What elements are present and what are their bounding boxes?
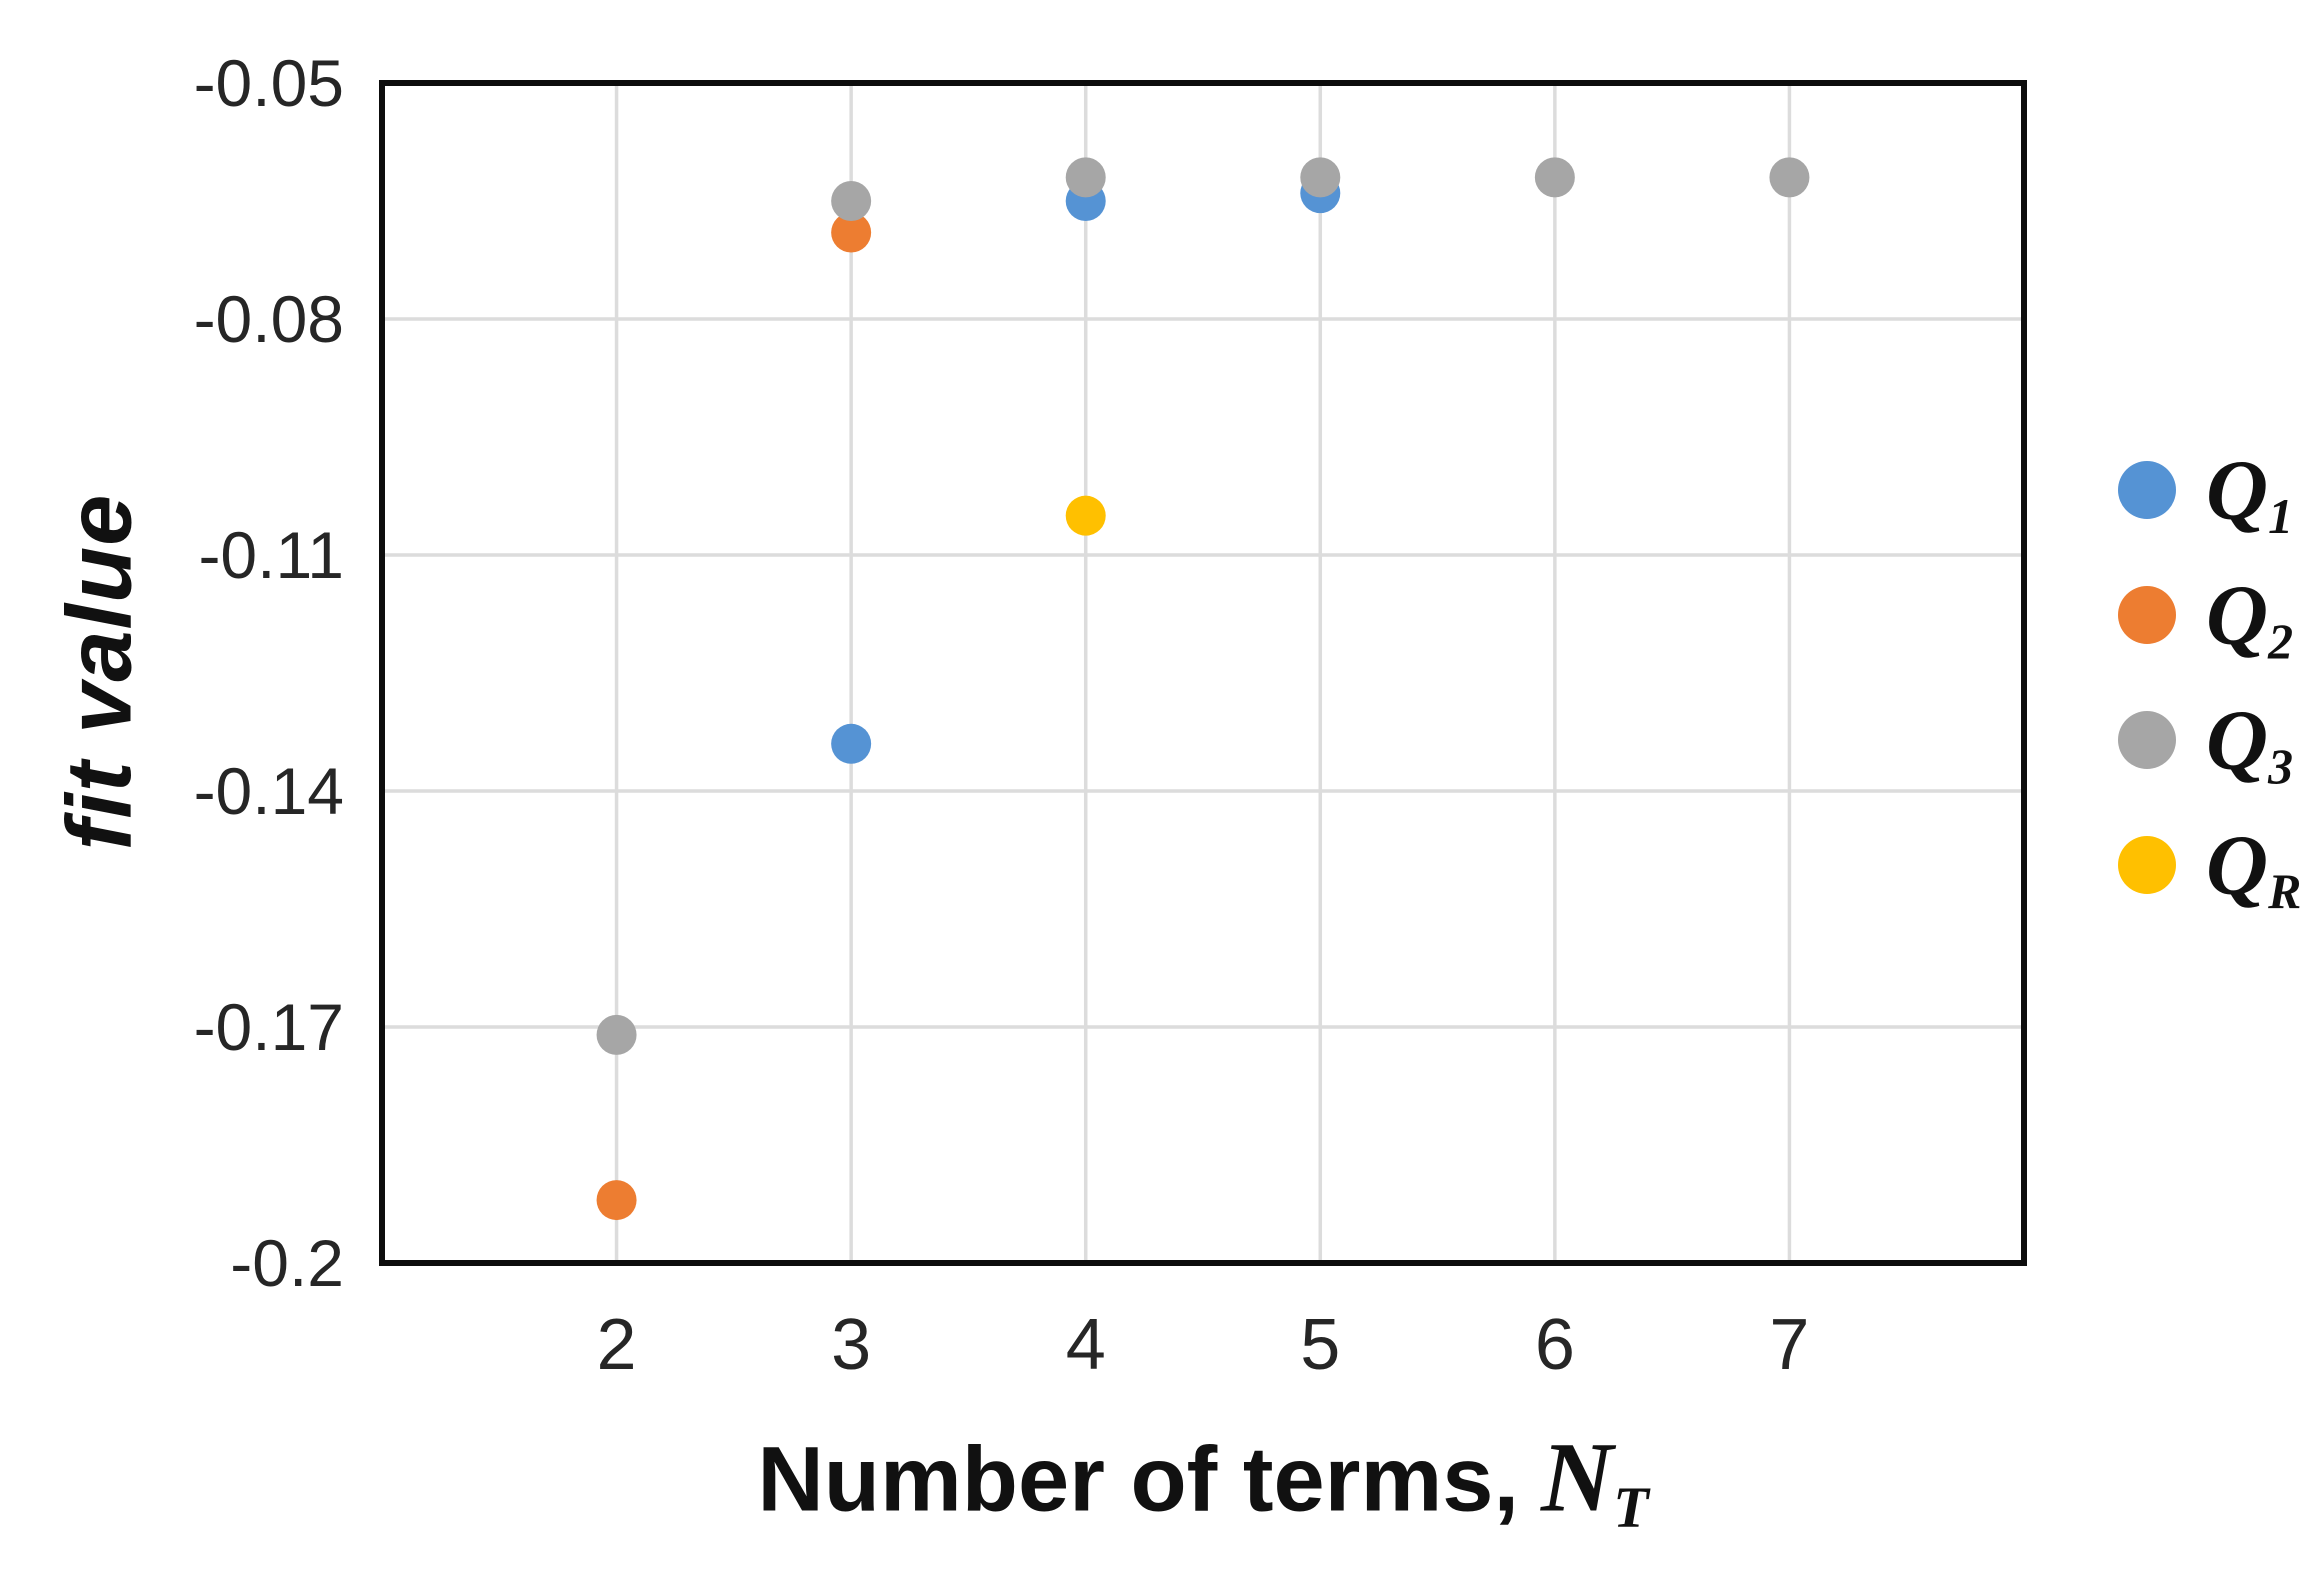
- x-tick-label-6: 6: [1535, 1305, 1575, 1385]
- x-axis-title-text: Number of terms,: [757, 1428, 1520, 1531]
- plot-area-background: [382, 83, 2024, 1263]
- x-tick-label-2: 2: [597, 1305, 637, 1385]
- y-axis-title: fit value: [48, 494, 153, 851]
- data-point-q3-x7: [1769, 157, 1810, 198]
- x-tick-label-3: 3: [831, 1305, 871, 1385]
- data-point-q3-x3: [831, 181, 872, 221]
- x-tick-label-4: 4: [1066, 1305, 1106, 1385]
- data-point-q2-x3: [831, 212, 872, 253]
- data-point-q2-x2: [596, 1180, 637, 1221]
- plot-border: [379, 80, 2027, 1266]
- legend-item-qr: QR: [2118, 822, 2301, 916]
- data-point-q1-x3: [831, 723, 872, 764]
- legend-item-q3: Q3: [2118, 697, 2301, 791]
- y-tick-label--0.05: -0.05: [194, 46, 344, 120]
- data-point-q3-x4: [1065, 157, 1106, 198]
- legend-label-q3: Q3: [2206, 692, 2294, 794]
- legend-marker-q2-icon: [2118, 586, 2176, 644]
- legend-item-q2: Q2: [2118, 572, 2301, 666]
- y-tick-label--0.08: -0.08: [194, 282, 344, 356]
- legend-marker-q3-icon: [2118, 711, 2176, 769]
- y-tick-label--0.2: -0.2: [230, 1226, 344, 1300]
- data-point-qr-x4: [1065, 495, 1106, 536]
- y-tick-label--0.17: -0.17: [194, 990, 344, 1064]
- legend-label-q1: Q1: [2206, 442, 2294, 544]
- y-axis-title-text: fit value: [48, 493, 151, 851]
- legend-marker-qr-icon: [2118, 836, 2176, 894]
- legend-label-q2: Q2: [2206, 567, 2294, 669]
- x-tick-label-5: 5: [1300, 1305, 1340, 1385]
- x-tick-label-7: 7: [1769, 1305, 1809, 1385]
- legend-item-q1: Q1: [2118, 447, 2301, 541]
- legend: Q1 Q2 Q3 QR: [2118, 447, 2301, 916]
- legend-label-qr: QR: [2206, 817, 2302, 919]
- data-point-q3-x2: [596, 1014, 637, 1055]
- x-axis-title-variable: NT: [1541, 1421, 1649, 1540]
- data-point-q3-x5: [1300, 157, 1341, 198]
- x-axis-title: Number of terms, NT: [757, 1420, 1649, 1540]
- legend-marker-q1-icon: [2118, 461, 2176, 519]
- y-tick-label--0.11: -0.11: [198, 518, 344, 592]
- data-point-q3-x6: [1534, 157, 1575, 198]
- y-tick-label--0.14: -0.14: [194, 754, 344, 828]
